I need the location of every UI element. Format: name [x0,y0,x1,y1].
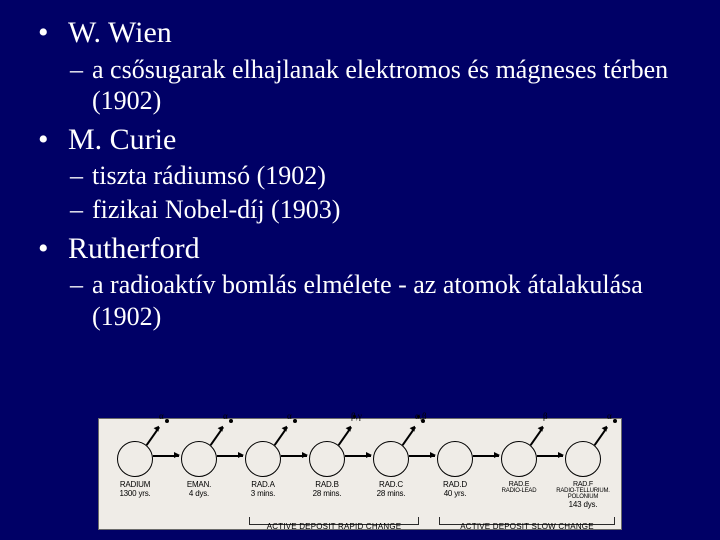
nuclide-name: EMAN. [169,481,229,489]
nuclide-circle-icon [437,441,473,477]
nuclide-circle-icon [373,441,409,477]
half-life: 28 mins. [361,490,421,498]
group-bracket-label: ACTIVE DEPOSIT SLOW CHANGE [439,522,615,531]
emission-icon: α [595,423,617,445]
decay-step: βRAD.ERADIO-LEAD [489,425,549,494]
nuclide-circle-icon [117,441,153,477]
half-life: 143 dys. [553,501,613,509]
nuclide-name: RAD.ERADIO-LEAD [489,481,549,494]
bullet-label: W. Wien [68,16,172,49]
group-bracket-label: ACTIVE DEPOSIT RAPID CHANGE [249,522,419,531]
emission-icon: α [147,423,169,445]
nuclide-circle-icon [565,441,601,477]
nuclide-circle-icon [501,441,537,477]
decay-step: αRAD.A3 mins. [233,425,293,499]
slide: W. Wien a csősugarak elhajlanak elektrom… [0,0,720,333]
half-life: 4 dys. [169,490,229,498]
half-life: 1300 yrs. [105,490,165,498]
emission-icon: α [211,423,233,445]
emission-icon: α,β [403,423,425,445]
nuclide-name: RAD.D [425,481,485,489]
bullet-rutherford: Rutherford [26,230,694,268]
nuclide-name: RAD.A [233,481,293,489]
half-life: 28 mins. [297,490,357,498]
bullet-label: M. Curie [68,123,176,156]
sub-bullet-text: tiszta rádiumsó (1902) [92,161,326,190]
sub-bullet: tiszta rádiumsó (1902) [26,160,694,192]
half-life: 40 yrs. [425,490,485,498]
decay-step: αRAD.FRADIO-TELLURIUM. POLONIUM143 dys. [553,425,613,509]
decay-step: β,γRAD.B28 mins. [297,425,357,499]
sub-bullet: a radioaktív bomlás elmélete - az atomok… [26,269,694,332]
sub-bullet: a csősugarak elhajlanak elektromos és má… [26,54,694,117]
half-life: 3 mins. [233,490,293,498]
decay-step: RAD.D40 yrs. [425,425,485,499]
bullet-wien: W. Wien [26,14,694,52]
nuclide-name: RADIUM [105,481,165,489]
decay-step: αRADIUM1300 yrs. [105,425,165,499]
nuclide-circle-icon [309,441,345,477]
emission-icon: β,γ [339,423,361,445]
nuclide-name: RAD.B [297,481,357,489]
decay-step: α,βRAD.C28 mins. [361,425,421,499]
bullet-label: Rutherford [68,232,200,265]
emission-icon: β [531,423,553,445]
decay-step: αEMAN.4 dys. [169,425,229,499]
sub-bullet-text: fizikai Nobel-díj (1903) [92,195,340,224]
nuclide-name: RAD.FRADIO-TELLURIUM. POLONIUM [553,481,613,500]
nuclide-circle-icon [181,441,217,477]
sub-bullet-text: a csősugarak elhajlanak elektromos és má… [92,55,668,116]
bullet-curie: M. Curie [26,121,694,159]
decay-chain-diagram: αRADIUM1300 yrs.αEMAN.4 dys.αRAD.A3 mins… [98,418,622,530]
sub-bullet-text: a radioaktív bomlás elmélete - az atomok… [92,270,643,331]
sub-bullet: fizikai Nobel-díj (1903) [26,194,694,226]
nuclide-circle-icon [245,441,281,477]
decay-chain-row: αRADIUM1300 yrs.αEMAN.4 dys.αRAD.A3 mins… [99,419,621,499]
nuclide-name: RAD.C [361,481,421,489]
emission-icon: α [275,423,297,445]
